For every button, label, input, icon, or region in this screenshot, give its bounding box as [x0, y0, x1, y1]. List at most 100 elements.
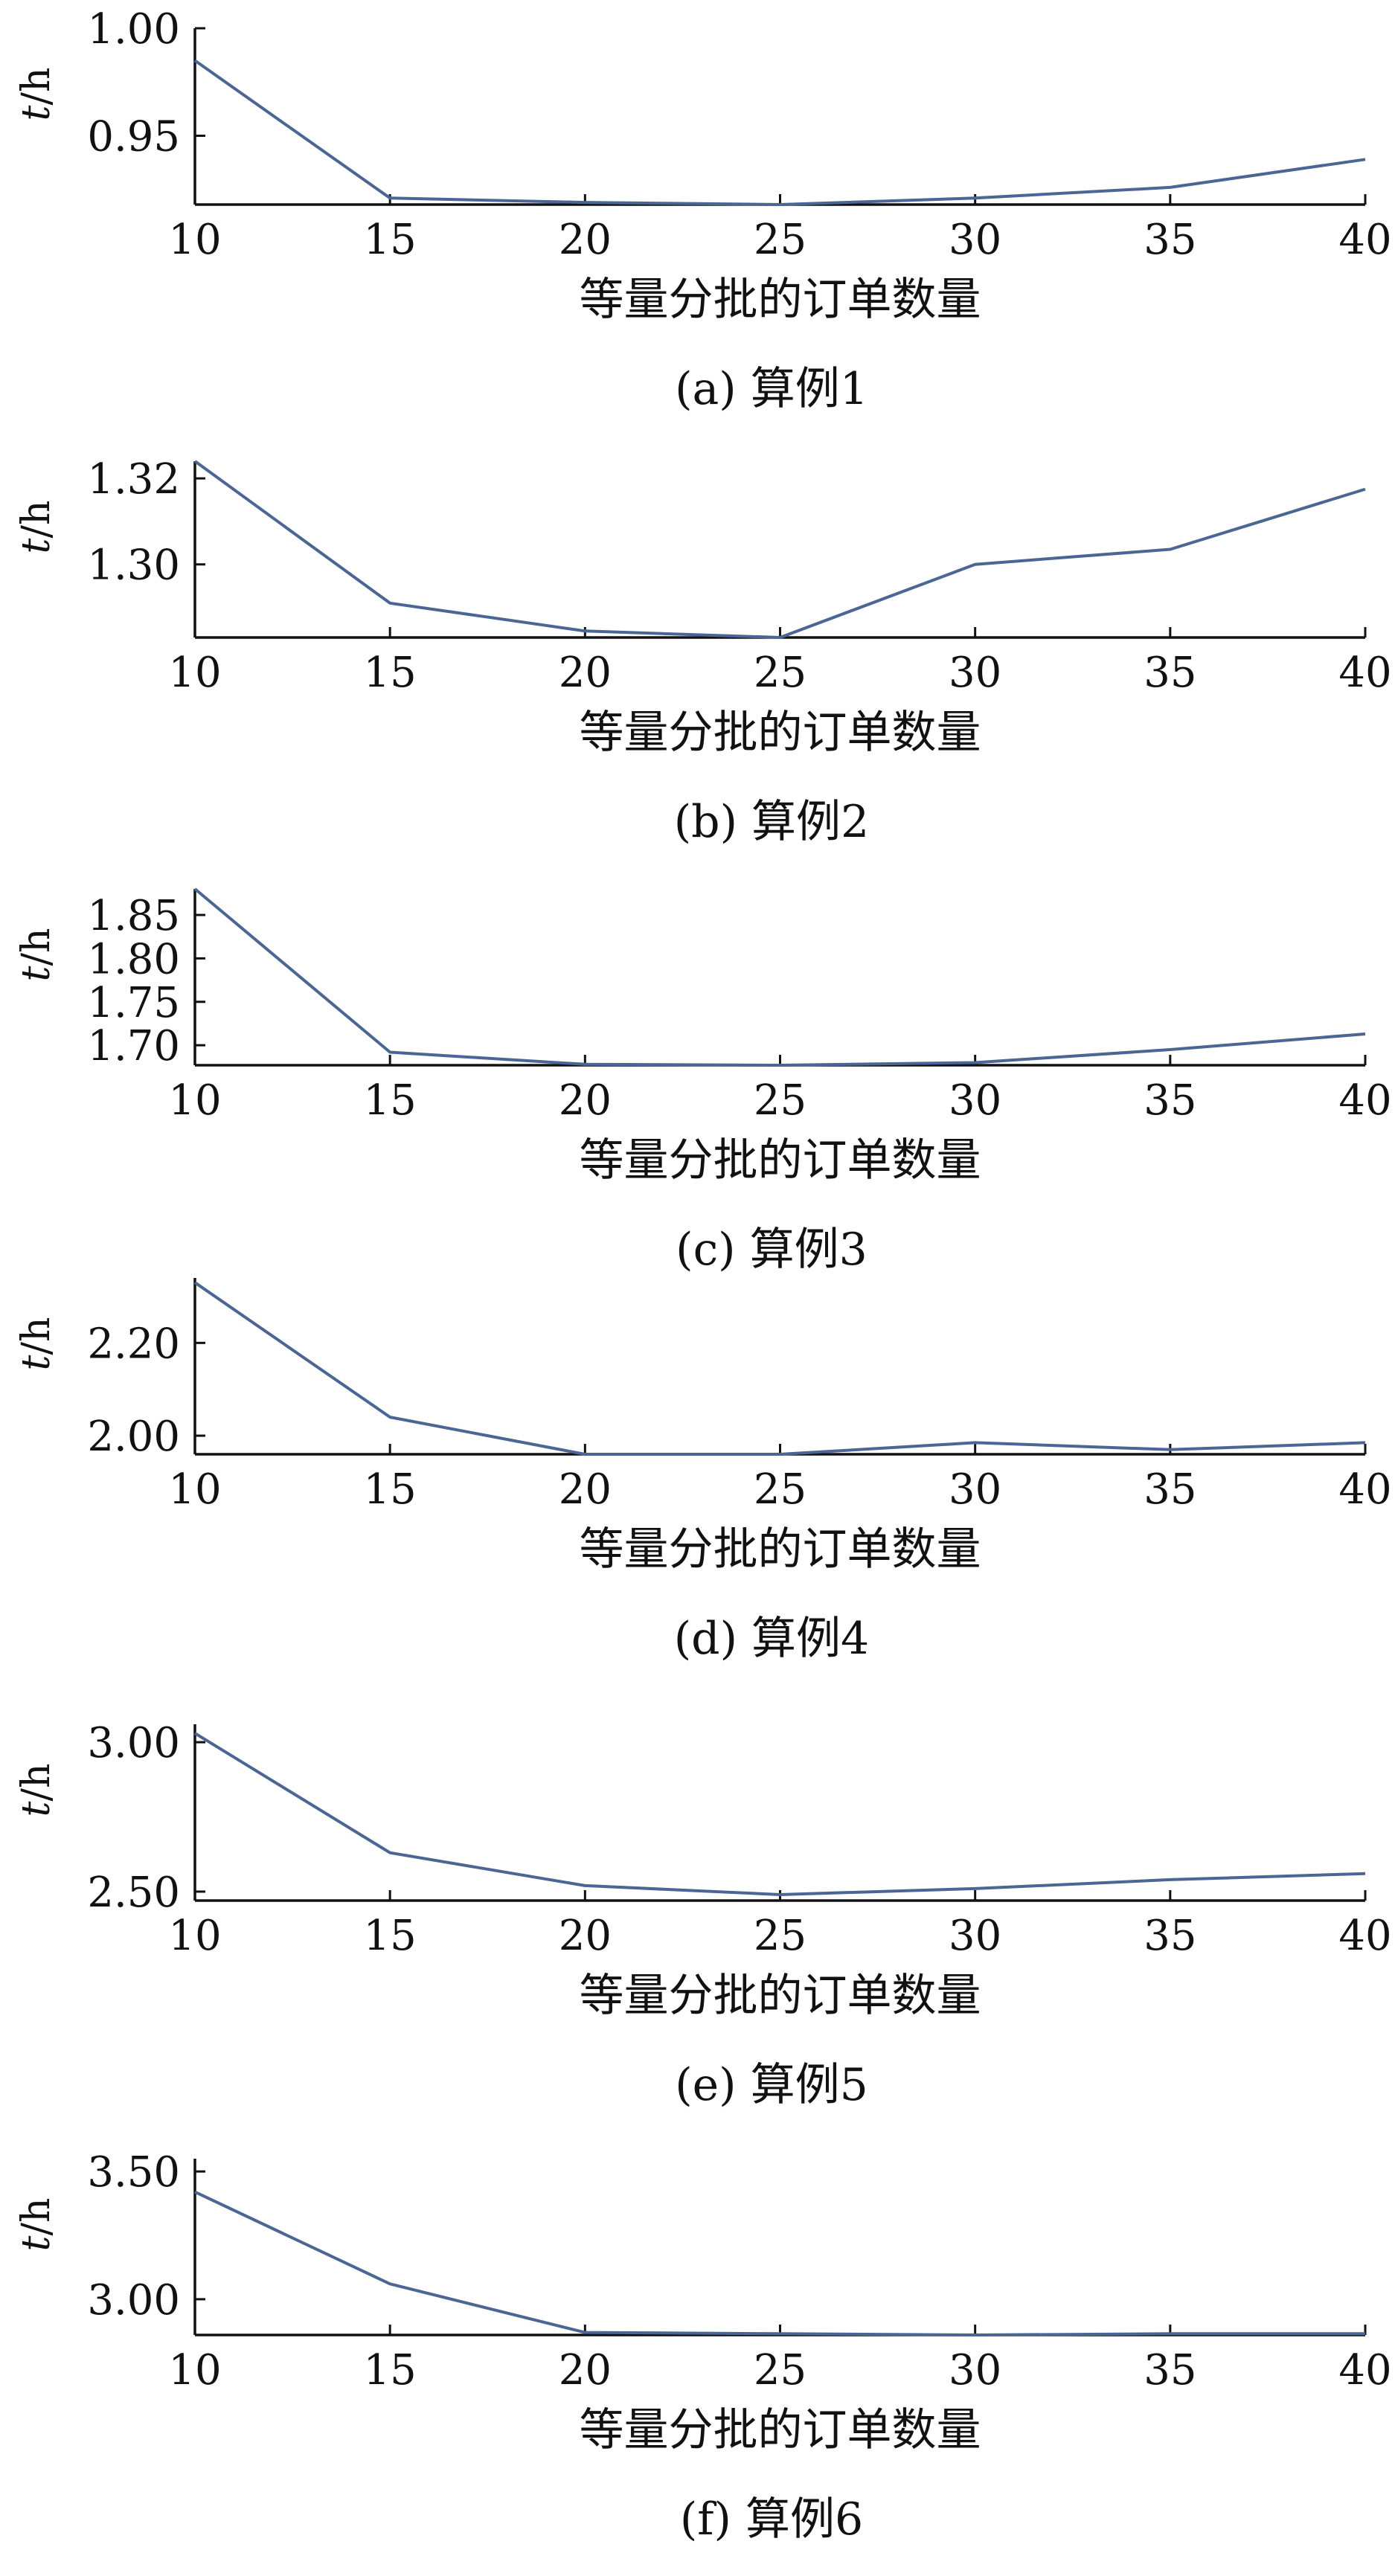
- y-axis-label: t/h: [14, 501, 59, 554]
- chart-panel: 10 15 20 25 30 35 40 1.701.751.801.85 t/h 等量分批的订单…: [14, 887, 1392, 1276]
- data-point: [1364, 158, 1367, 161]
- y-tick-label: 1.30: [87, 542, 180, 590]
- data-point: [583, 201, 587, 205]
- data-point: [388, 2282, 392, 2286]
- x-axis-label: 等量分批的订单数量: [580, 707, 981, 759]
- series-line: [193, 1281, 1366, 1456]
- x-tick-label: 35: [1144, 2346, 1196, 2394]
- x-axis-label: 等量分批的订单数量: [580, 274, 981, 326]
- x-tick-label: 15: [364, 2346, 417, 2394]
- x-tick-label: 10: [168, 2346, 221, 2394]
- data-point: [1168, 1878, 1172, 1881]
- x-tick-label: 25: [754, 2346, 806, 2394]
- x-tick-label: 35: [1144, 1465, 1196, 1514]
- x-tick-label: 10: [168, 649, 221, 697]
- y-tick-label: 3.00: [87, 1719, 180, 1767]
- data-point: [193, 460, 197, 463]
- y-tick-label: 1.32: [87, 455, 180, 504]
- series-line: [193, 1732, 1366, 1896]
- x-tick-label: 30: [949, 216, 1001, 264]
- y-tick-label: 1.85: [87, 892, 180, 940]
- data-point: [388, 1050, 392, 1054]
- x-tick-label: 10: [168, 1465, 221, 1514]
- x-tick-label: 40: [1338, 2346, 1391, 2394]
- x-tick-label: 35: [1144, 649, 1196, 697]
- x-tick-label: 20: [559, 216, 612, 264]
- x-tick-label: 40: [1338, 216, 1391, 264]
- y-axis-label: t/h: [14, 1317, 59, 1371]
- y-axis-label: t/h: [14, 2198, 59, 2252]
- x-axis-label: 等量分批的订单数量: [580, 1134, 981, 1186]
- y-tick-label: 2.50: [87, 1869, 180, 1917]
- data-point: [778, 636, 782, 640]
- data-point: [778, 1453, 782, 1456]
- data-point: [778, 2332, 782, 2336]
- series-line: [193, 887, 1366, 1067]
- data-point: [193, 887, 197, 891]
- x-tick-label: 40: [1338, 1465, 1391, 1514]
- x-tick-label: 20: [559, 1912, 612, 1960]
- x-tick-label: 15: [364, 1912, 417, 1960]
- x-tick-label: 40: [1338, 1912, 1391, 1960]
- data-point: [973, 2334, 977, 2337]
- x-tick-label: 10: [168, 216, 221, 264]
- data-point: [193, 2190, 197, 2194]
- data-point: [1168, 185, 1172, 189]
- data-point: [388, 601, 392, 605]
- x-tick-label: 20: [559, 1465, 612, 1514]
- data-point: [1364, 2332, 1367, 2336]
- data-point: [583, 1883, 587, 1887]
- x-tick-label: 25: [754, 1076, 806, 1125]
- y-tick-label: 3.50: [87, 2148, 180, 2197]
- data-point: [1364, 487, 1367, 491]
- data-point: [583, 629, 587, 633]
- data-point: [973, 196, 977, 200]
- chart-caption: (f) 算例6: [680, 2493, 863, 2546]
- x-axis-label: 等量分批的订单数量: [580, 1523, 981, 1576]
- series-line: [193, 460, 1366, 639]
- chart-panel: 10 15 20 25 30 35 40 2.50 3.00 t/h 等量分批的订单数量 (e) 算例…: [14, 1719, 1392, 2111]
- chart-caption: (e) 算例5: [675, 2059, 868, 2111]
- x-tick-label: 20: [559, 2346, 612, 2394]
- x-axis-label: 等量分批的订单数量: [580, 2404, 981, 2456]
- x-tick-label: 25: [754, 1912, 806, 1960]
- data-point: [388, 1416, 392, 1419]
- x-tick-label: 30: [949, 1465, 1001, 1514]
- x-axis-label: 等量分批的订单数量: [580, 1970, 981, 2022]
- chart-caption: (c) 算例3: [676, 1224, 868, 1276]
- x-tick-label: 20: [559, 1076, 612, 1125]
- data-point: [1364, 1441, 1367, 1445]
- data-point: [1364, 1872, 1367, 1875]
- x-tick-label: 35: [1144, 1912, 1196, 1960]
- x-tick-label: 15: [364, 216, 417, 264]
- series-line: [194, 2190, 1365, 2336]
- y-tick-label: 1.00: [87, 5, 180, 54]
- x-tick-label: 35: [1144, 1076, 1196, 1125]
- data-point: [1364, 1032, 1367, 1035]
- x-tick-label: 15: [364, 1465, 417, 1514]
- data-point: [778, 1892, 782, 1896]
- y-axis-label: t/h: [14, 68, 59, 121]
- chart-panel: 10 15 20 25 30 35 40 1.30 1.32 t/h 等量分批的订单数量 (b) 算例…: [14, 455, 1392, 848]
- y-tick-label: 1.70: [87, 1022, 180, 1070]
- x-tick-label: 30: [949, 649, 1001, 697]
- x-tick-label: 25: [754, 649, 806, 697]
- data-point: [778, 1064, 782, 1067]
- y-tick-label: 3.00: [87, 2276, 180, 2325]
- x-tick-label: 25: [754, 1465, 806, 1514]
- chart-panel: 10 15 20 25 30 35 40 3.00 3.50 t/h 等量分批的订单数量 (f) 算例…: [14, 2148, 1392, 2546]
- y-axis-label: t/h: [14, 928, 59, 982]
- x-tick-label: 10: [168, 1912, 221, 1960]
- data-point: [388, 196, 392, 200]
- x-tick-label: 30: [949, 1912, 1001, 1960]
- chart-caption: (b) 算例2: [674, 796, 869, 848]
- y-tick-label: 1.75: [87, 979, 180, 1027]
- x-tick-label: 25: [754, 216, 806, 264]
- data-point: [583, 1453, 587, 1456]
- chart-panel: 10 15 20 25 30 35 40 0.95 1.00 t/h 等量分批的订单数量 (a) 算例…: [14, 5, 1392, 415]
- x-tick-label: 30: [949, 2346, 1001, 2394]
- y-tick-label: 2.00: [87, 1413, 180, 1461]
- chart-panel: 10 15 20 25 30 35 40 2.00 2.20 t/h 等量分批的订单数量 (d) 算例…: [14, 1278, 1392, 1665]
